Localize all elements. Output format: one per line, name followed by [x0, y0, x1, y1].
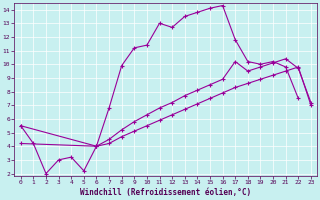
X-axis label: Windchill (Refroidissement éolien,°C): Windchill (Refroidissement éolien,°C): [80, 188, 252, 197]
